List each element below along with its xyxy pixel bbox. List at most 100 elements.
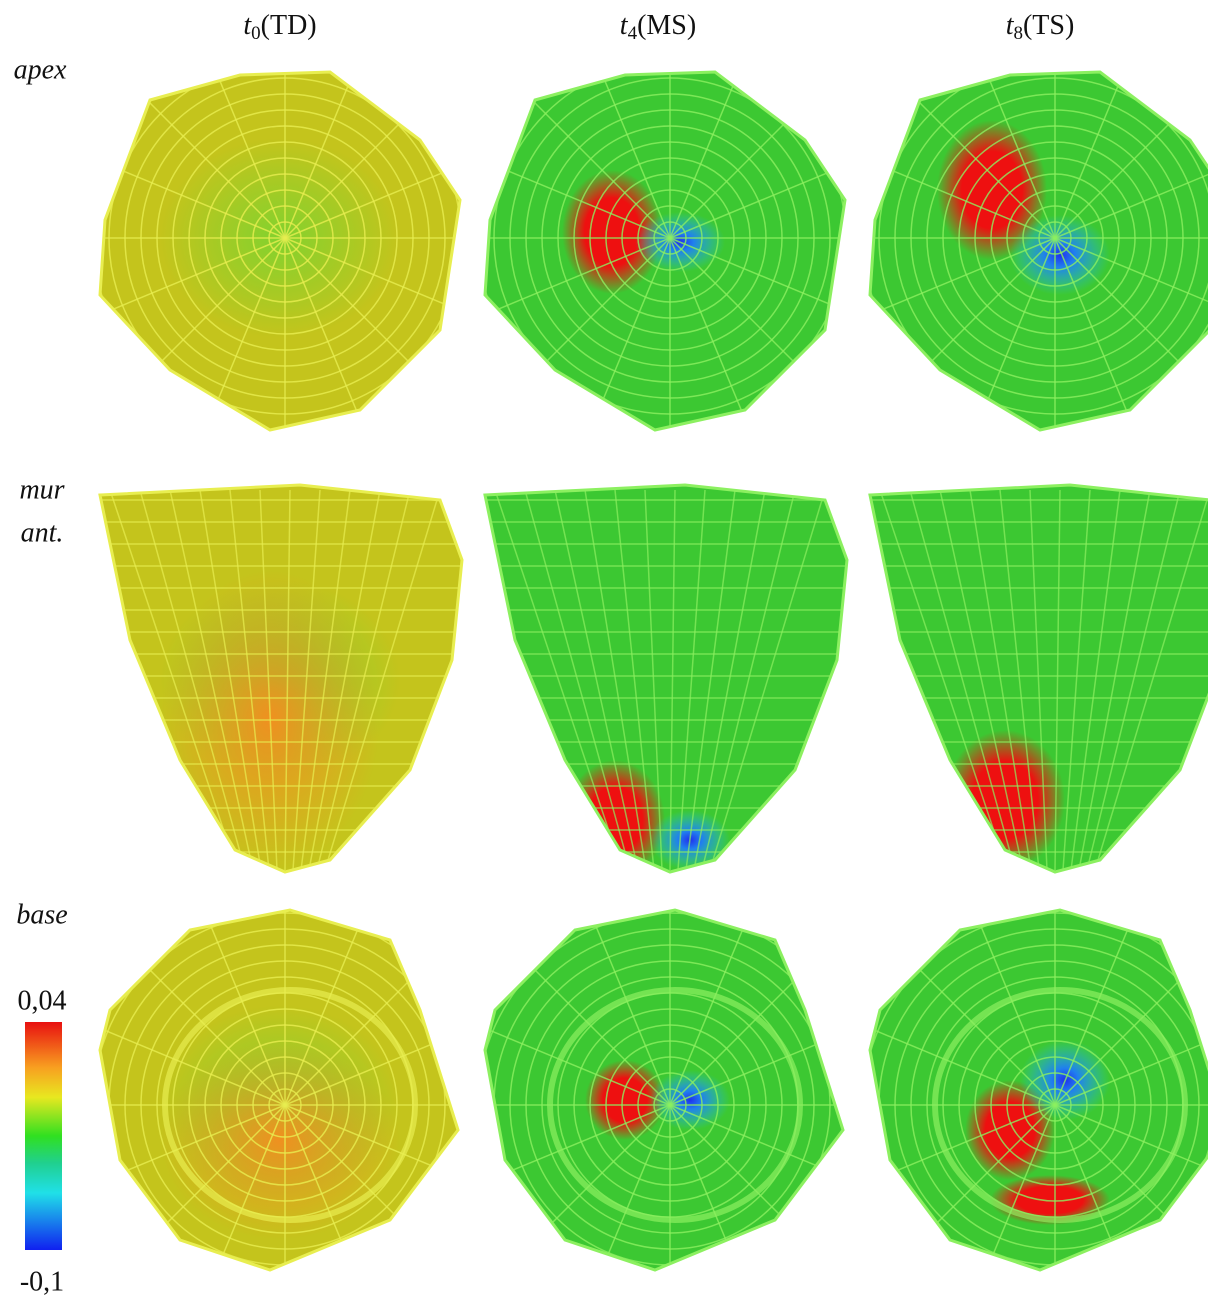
surface	[870, 910, 1208, 1270]
mesh-line	[292, 489, 321, 871]
mesh-spoke	[569, 72, 671, 239]
inner-wall	[547, 987, 803, 1223]
mesh-line	[693, 489, 766, 871]
mesh-line	[939, 489, 1024, 871]
header-sub: 4	[628, 23, 638, 44]
mesh-spoke	[485, 1104, 671, 1206]
mesh-spoke	[485, 137, 671, 239]
mesh-line	[709, 489, 826, 871]
column-header: t0(TD)	[243, 10, 316, 44]
mesh-spoke	[954, 237, 1056, 430]
outline	[868, 483, 1208, 874]
mesh-spoke	[870, 137, 1056, 239]
mesh-line	[909, 489, 1016, 871]
mesh-line	[1078, 489, 1151, 871]
mesh-spoke	[284, 237, 460, 339]
mesh-line	[999, 489, 1040, 871]
mesh-spoke	[284, 1104, 386, 1270]
outline	[483, 908, 845, 1272]
mesh-spoke	[870, 1104, 1056, 1206]
outline	[98, 70, 462, 432]
heart-render	[868, 908, 1208, 1272]
header-var: t	[620, 10, 629, 41]
mesh-spoke	[1054, 72, 1208, 239]
column-header: t4(MS)	[620, 10, 696, 44]
mesh-spoke	[569, 1104, 671, 1270]
mesh-line	[1070, 489, 1121, 871]
outline	[483, 483, 849, 874]
header-sub: 0	[251, 23, 261, 44]
header-sub: 8	[1013, 23, 1023, 44]
header-var: t	[1006, 10, 1015, 41]
column-header: t8(TS)	[1006, 10, 1075, 44]
heart-render	[98, 483, 464, 874]
inner-wall	[932, 987, 1188, 1223]
mesh-spoke	[669, 137, 845, 239]
mesh-line	[554, 489, 639, 871]
mesh-spoke	[184, 72, 286, 239]
mesh-line	[308, 489, 381, 871]
mesh-spoke	[284, 72, 386, 239]
mesh-line	[879, 489, 1008, 871]
mesh-line	[524, 489, 631, 871]
header-rest: (TD)	[261, 10, 317, 41]
heart-render	[483, 908, 845, 1272]
mesh-spoke	[100, 1004, 286, 1106]
row-label: apex	[14, 54, 67, 85]
mesh-spoke	[485, 1004, 671, 1106]
mesh-line	[324, 489, 441, 871]
mesh-line	[614, 489, 655, 871]
outline	[98, 908, 460, 1272]
mesh-spoke	[1054, 237, 1156, 430]
mesh-spoke	[954, 1104, 1056, 1270]
mesh-line	[199, 489, 262, 871]
outline	[483, 70, 847, 432]
row-label: base	[16, 899, 67, 930]
mesh-line	[969, 489, 1032, 871]
colorbar-min: -0,1	[20, 1266, 64, 1297]
mesh-spoke	[669, 910, 771, 1106]
mesh-spoke	[870, 237, 1056, 339]
mesh-spoke	[284, 137, 460, 239]
mesh-spoke	[184, 1104, 286, 1270]
mesh-spoke	[1054, 1104, 1156, 1270]
column-headers: t0(TD) t4(MS) t8(TS)	[243, 10, 1074, 44]
heart-render	[483, 483, 849, 874]
mesh-spoke	[1054, 237, 1208, 423]
mesh-spoke	[1054, 237, 1208, 339]
mesh-spoke	[870, 1004, 1056, 1106]
mesh-line	[316, 489, 411, 871]
row-label: ant.	[21, 517, 64, 548]
mesh-line	[1086, 489, 1181, 871]
mesh-spoke	[100, 237, 286, 339]
header-rest: (TS)	[1023, 10, 1074, 41]
mesh-line	[1062, 489, 1091, 871]
mesh-spoke	[284, 237, 386, 430]
mesh-spoke	[954, 910, 1056, 1106]
mesh-spoke	[100, 137, 286, 239]
mesh-spoke	[569, 910, 671, 1106]
mesh-line	[169, 489, 254, 871]
mesh-spoke	[669, 237, 771, 430]
mesh-spoke	[954, 72, 1056, 239]
mesh-line	[109, 489, 238, 871]
inner-wall	[162, 987, 418, 1223]
mesh-line	[677, 489, 706, 871]
heart-render	[868, 70, 1208, 432]
header-rest: (MS)	[637, 10, 696, 41]
mesh-spoke	[1054, 910, 1156, 1106]
strain-spot	[160, 1040, 400, 1240]
mesh-spoke	[1054, 1104, 1208, 1270]
mesh-line	[494, 489, 623, 871]
mesh-line	[669, 489, 676, 871]
heart-render	[98, 70, 462, 432]
mesh-spoke	[669, 72, 771, 239]
strain-spot	[937, 120, 1047, 260]
mesh-line	[229, 489, 270, 871]
surface	[870, 485, 1208, 872]
mesh-spoke	[284, 910, 386, 1106]
row-label: mur	[19, 474, 64, 505]
outline	[868, 70, 1208, 432]
